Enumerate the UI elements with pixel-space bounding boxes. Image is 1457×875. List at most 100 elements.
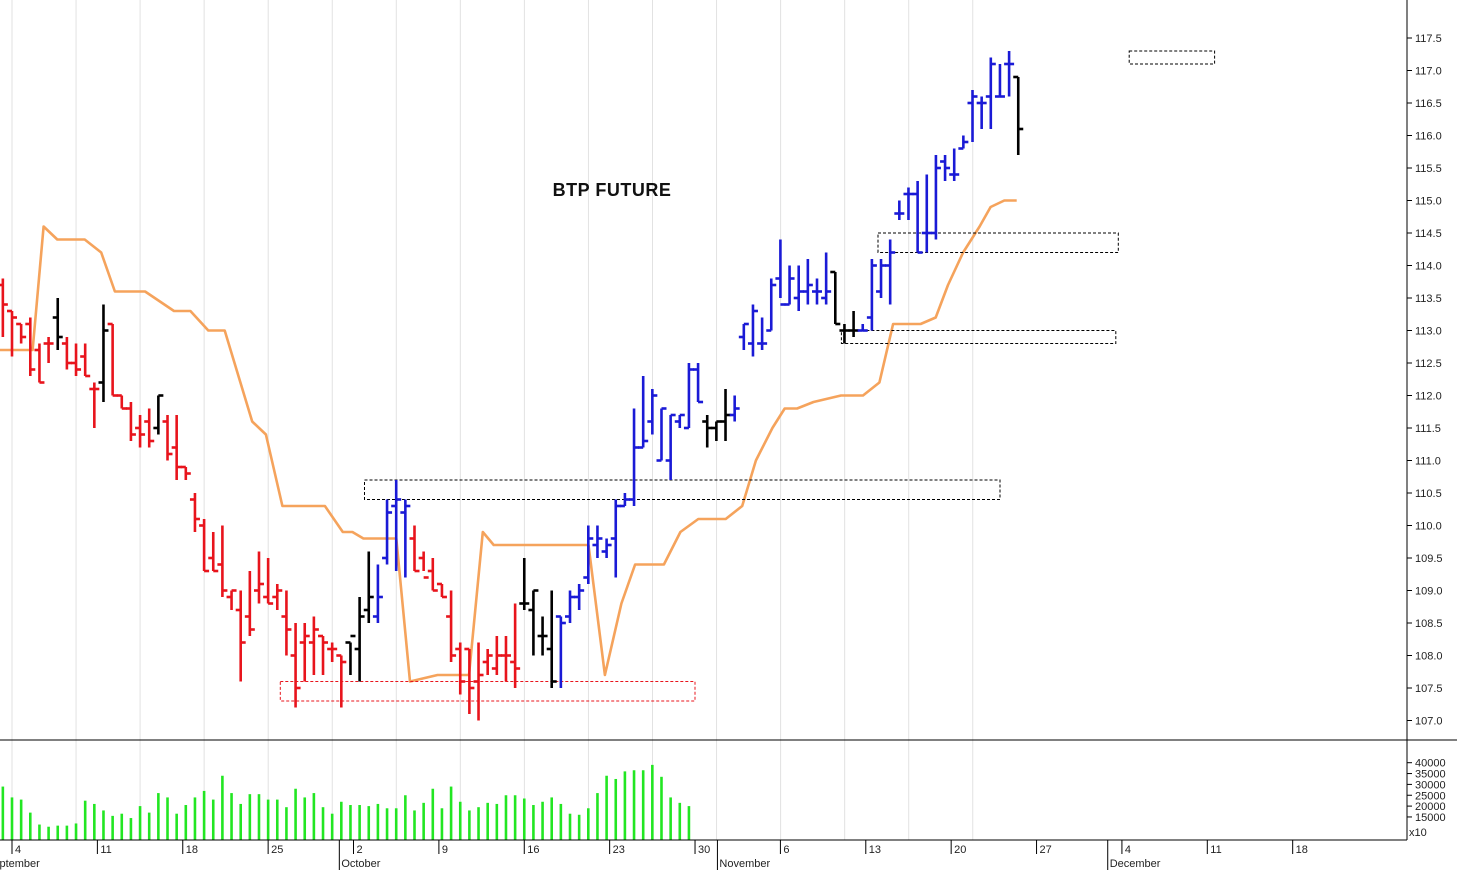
- volume-unit-label: x10: [1409, 827, 1427, 839]
- price-tick-label: 116.0: [1415, 131, 1442, 143]
- ohlc-bar: [244, 571, 255, 636]
- ohlc-bar: [647, 389, 658, 435]
- ohlc-bar: [491, 636, 502, 675]
- level-box: [364, 479, 1001, 500]
- level-box: [1128, 50, 1216, 65]
- ohlc-bar: [189, 493, 200, 532]
- ohlc-bar: [482, 649, 493, 675]
- ohlc-bar: [464, 647, 475, 714]
- ohlc-bar: [61, 337, 72, 370]
- ohlc-bar: [34, 343, 45, 384]
- x-tick-label: 30: [698, 844, 710, 856]
- ohlc-bar: [994, 64, 1005, 98]
- price-tick-label: 110.0: [1415, 521, 1442, 533]
- ohlc-bar: [43, 337, 54, 363]
- ohlc-bar: [830, 270, 841, 326]
- ohlc-bar: [290, 623, 301, 708]
- ohlc-bar: [683, 363, 694, 430]
- x-tick-label: 18: [186, 844, 198, 856]
- ohlc-bar: [802, 259, 813, 305]
- price-tick-label: 113.0: [1415, 326, 1442, 338]
- ohlc-bar: [382, 499, 393, 565]
- ohlc-bar: [336, 654, 347, 708]
- volume-tick-label: 30000: [1415, 779, 1446, 791]
- price-tick-label: 111.5: [1415, 423, 1441, 435]
- x-tick-label: 4: [1125, 844, 1131, 856]
- ohlc-bar: [199, 519, 210, 573]
- ohlc-bar: [546, 590, 557, 688]
- ohlc-bar: [601, 538, 612, 558]
- ohlc-bar: [766, 278, 777, 332]
- price-tick-label: 110.5: [1415, 488, 1442, 500]
- ohlc-bar: [958, 135, 969, 150]
- ohlc-bar: [711, 420, 722, 441]
- x-tick-label: 11: [100, 844, 111, 856]
- ohlc-bar: [107, 322, 118, 397]
- chart-title: BTP FUTURE: [553, 180, 672, 200]
- ohlc-bar: [25, 317, 36, 376]
- ohlc-bar: [912, 181, 923, 254]
- ohlc-bar: [857, 324, 868, 332]
- ohlc-bar: [985, 57, 996, 129]
- x-tick-label: 9: [442, 844, 448, 856]
- ohlc-bar: [821, 252, 832, 305]
- ohlc-bar: [436, 582, 447, 599]
- ohlc-bars: [0, 51, 1024, 721]
- price-tick-label: 109.5: [1415, 553, 1443, 565]
- ohlc-bar: [565, 590, 576, 623]
- x-tick-label: 27: [1040, 844, 1052, 856]
- ohlc-bar: [555, 615, 566, 688]
- volume-tick-label: 20000: [1415, 801, 1446, 813]
- ohlc-bar: [629, 408, 640, 506]
- volume-tick-label: 15000: [1415, 812, 1446, 824]
- ohlc-bar: [318, 634, 329, 675]
- volume-tick-label: 40000: [1415, 758, 1446, 770]
- ohlc-bar: [903, 187, 914, 220]
- ohlc-bar: [921, 174, 932, 253]
- ohlc-bar: [1013, 75, 1024, 155]
- ohlc-bar: [391, 480, 402, 571]
- month-label: December: [1110, 858, 1161, 870]
- ohlc-bar: [52, 298, 63, 350]
- ohlc-bar: [638, 376, 649, 449]
- ohlc-bar: [720, 389, 731, 441]
- ohlc-bar: [327, 642, 338, 662]
- ohlc-bar: [354, 597, 365, 682]
- ohlc-bar: [793, 265, 804, 311]
- ohlc-bar: [656, 407, 667, 462]
- ohlc-bar: [693, 363, 704, 404]
- price-tick-label: 107.5: [1415, 683, 1443, 695]
- ohlc-bar: [702, 415, 713, 448]
- volume-tick-label: 25000: [1415, 790, 1446, 802]
- ohlc-bar: [1004, 51, 1015, 97]
- x-tick-label: 18: [1296, 844, 1308, 856]
- price-tick-label: 114.0: [1415, 261, 1442, 273]
- x-tick-label: 11: [1210, 844, 1221, 856]
- ohlc-bar: [7, 309, 17, 357]
- ohlc-bar: [446, 590, 457, 662]
- price-tick-label: 115.5: [1415, 163, 1442, 175]
- ohlc-bar: [665, 413, 676, 480]
- x-tick-label: 20: [954, 844, 966, 856]
- month-label: November: [719, 858, 770, 870]
- ohlc-bar: [217, 525, 228, 597]
- price-tick-label: 117.5: [1415, 33, 1442, 45]
- stop-line: [0, 199, 1017, 683]
- ohlc-bar: [519, 558, 530, 610]
- ohlc-bar: [811, 278, 822, 305]
- x-tick-label: 4: [15, 844, 21, 856]
- ohlc-bar: [930, 155, 941, 240]
- volume-bars: [1, 764, 691, 840]
- ohlc-bar: [272, 584, 283, 610]
- ohlc-bar: [89, 382, 100, 428]
- ohlc-bar: [894, 200, 905, 220]
- price-tick-label: 112.0: [1415, 391, 1442, 403]
- ohlc-bar: [98, 304, 109, 402]
- price-tick-label: 115.0: [1415, 196, 1442, 208]
- month-label: October: [341, 858, 380, 870]
- ohlc-bar: [226, 589, 237, 610]
- ohlc-bar: [885, 239, 896, 305]
- ohlc-bar: [372, 564, 383, 623]
- ohlc-bar: [583, 525, 594, 584]
